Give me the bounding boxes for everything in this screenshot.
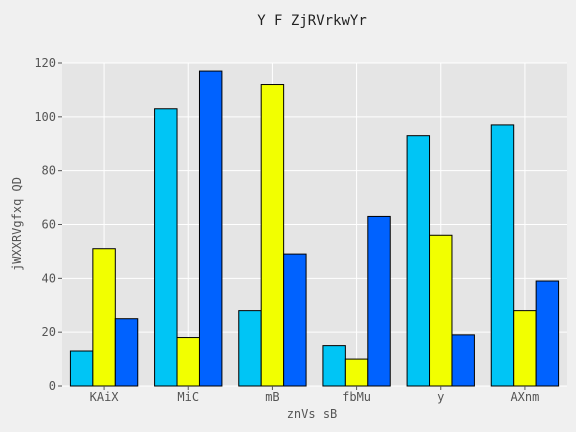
bar-MiC-series-3 xyxy=(198,70,223,387)
bar-KAiX-series-1 xyxy=(69,350,94,387)
x-tick-label: MiC xyxy=(177,390,199,404)
bar-KAiX-series-3 xyxy=(114,318,139,387)
x-tick-label: KAiX xyxy=(90,390,120,404)
y-tick-label: 20 xyxy=(42,325,56,339)
y-tick-label: 100 xyxy=(34,110,56,124)
bar-AXnm-series-1 xyxy=(490,124,515,387)
chart-title: Y F ZjRVrkwYr xyxy=(257,13,367,29)
y-axis-label: jWXXRVgfxq QD xyxy=(10,177,24,271)
bar-y-series-3 xyxy=(451,334,475,387)
x-tick-label: AXnm xyxy=(510,390,539,404)
x-tick-label: mB xyxy=(265,390,279,404)
bar-y-series-2 xyxy=(429,234,453,387)
bar-mB-series-1 xyxy=(238,310,262,387)
bar-y-series-1 xyxy=(406,135,431,387)
bars xyxy=(69,70,560,387)
y-tick-label: 80 xyxy=(42,164,56,178)
bar-fbMu-series-2 xyxy=(344,358,369,387)
bar-AXnm-series-3 xyxy=(535,280,560,387)
bar-mB-series-3 xyxy=(283,253,307,387)
bar-fbMu-series-1 xyxy=(322,345,346,387)
bar-mB-series-2 xyxy=(260,84,285,387)
bar-MiC-series-2 xyxy=(176,337,200,387)
bar-KAiX-series-2 xyxy=(92,248,116,387)
y-tick-label: 0 xyxy=(49,379,56,393)
x-tick-label: y xyxy=(437,390,444,404)
axis-ticks: 0 20 40 60 80 100 120 KAiX MiC mB fbMu y AXnm xyxy=(34,56,539,404)
x-tick-label: fbMu xyxy=(342,390,371,404)
y-tick-label: 120 xyxy=(34,56,56,70)
bar-AXnm-series-2 xyxy=(513,310,537,387)
y-tick-label: 60 xyxy=(42,218,56,232)
bar-fbMu-series-3 xyxy=(367,215,391,387)
bar-MiC-series-1 xyxy=(154,108,178,387)
x-axis-label: znVs sB xyxy=(287,407,338,421)
y-tick-label: 40 xyxy=(42,271,56,285)
